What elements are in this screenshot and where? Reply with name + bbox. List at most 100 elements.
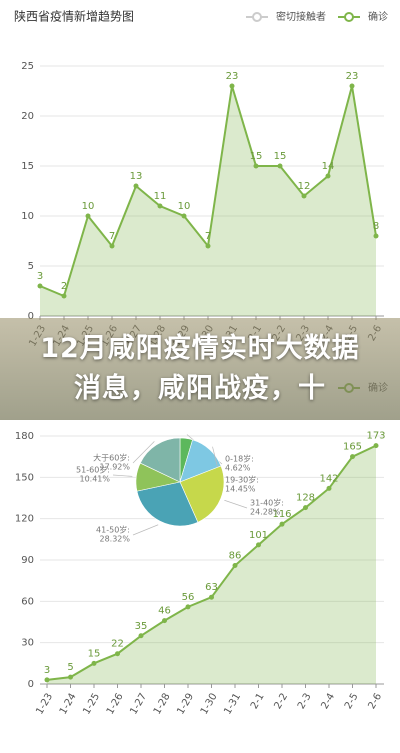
data-label: 15 [88, 648, 101, 659]
pie-label-value: 14.45% [225, 485, 256, 494]
point [209, 594, 214, 600]
y-tick-label: 60 [21, 596, 34, 607]
y-tick-label: 180 [15, 431, 34, 442]
point [91, 660, 97, 666]
data-label: 5 [67, 662, 73, 673]
point [138, 633, 144, 639]
chart-title: 陕西省疫情新增趋势图 [14, 9, 134, 24]
headline-band: 12月咸阳疫情实时大数据消息，咸阳战疫，十 [0, 318, 400, 420]
point [133, 183, 139, 189]
point [205, 243, 211, 249]
leader-line [132, 441, 155, 464]
pie-label-name: 大于60岁: [93, 453, 130, 463]
data-label: 15 [250, 151, 263, 162]
data-label: 101 [249, 530, 268, 541]
point [109, 243, 115, 249]
point [373, 233, 379, 239]
leader-line [224, 499, 248, 509]
data-label: 15 [274, 151, 287, 162]
pie-slice [136, 481, 199, 527]
headline: 12月咸阳疫情实时大数据消息，咸阳战疫，十 [40, 333, 360, 404]
x-tick-label: 1-30 [199, 692, 220, 717]
y-tick-label: 120 [15, 514, 34, 525]
point [229, 83, 235, 89]
point [232, 563, 238, 569]
y-tick-label: 15 [21, 161, 34, 172]
pie-label-value: 17.92% [99, 463, 130, 472]
data-label: 165 [343, 442, 362, 453]
data-label: 11 [154, 191, 167, 202]
pie-label-name: 0-18岁: [225, 454, 254, 464]
legend-dot [252, 12, 262, 22]
point [181, 213, 187, 219]
point [253, 163, 259, 169]
x-tick-label: 1-26 [105, 692, 126, 717]
point [44, 677, 50, 683]
x-tick-label: 2-3 [296, 692, 314, 712]
pie-label-value: 28.32% [99, 535, 130, 544]
point [61, 293, 67, 299]
y-tick-label: 90 [21, 555, 34, 566]
data-label: 3 [37, 271, 43, 282]
y-tick-label: 20 [21, 111, 34, 122]
pie-label-value: 10.41% [79, 475, 110, 484]
y-tick-label: 0 [28, 311, 34, 322]
point [256, 542, 261, 548]
point [157, 203, 163, 209]
data-label: 116 [272, 509, 291, 520]
y-tick-label: 25 [21, 61, 34, 72]
data-label: 56 [182, 592, 195, 603]
point [68, 674, 73, 680]
data-label: 63 [205, 582, 218, 593]
y-tick-label: 0 [28, 679, 34, 690]
data-label: 23 [226, 71, 239, 82]
data-label: 22 [111, 639, 124, 650]
data-label: 10 [82, 201, 95, 212]
point [303, 505, 308, 511]
x-tick-label: 2-6 [366, 692, 384, 712]
legend-dot [344, 12, 354, 22]
pie-label-name: 41-50岁: [96, 525, 130, 535]
data-label: 2 [61, 281, 67, 292]
pie-slice [139, 437, 181, 483]
data-label: 46 [158, 606, 171, 617]
x-tick-label: 2-2 [272, 692, 290, 712]
x-tick-label: 1-23 [34, 692, 55, 717]
data-label: 12 [298, 181, 311, 192]
point [350, 454, 355, 460]
point [185, 604, 191, 610]
area [47, 445, 376, 684]
data-label: 8 [373, 221, 379, 232]
point [279, 521, 285, 527]
pie-label-value: 4.62% [225, 464, 251, 473]
data-label: 173 [366, 431, 385, 442]
point [301, 193, 307, 199]
data-label: 23 [346, 71, 359, 82]
x-tick-label: 2-4 [319, 692, 337, 712]
area [40, 86, 376, 316]
data-label: 14 [322, 161, 335, 172]
pie-label-name: 51-60岁: [76, 465, 110, 475]
point [326, 485, 332, 491]
pie-label-name: 31-40岁: [250, 498, 284, 508]
y-tick-label: 5 [28, 261, 34, 272]
y-tick-label: 150 [15, 472, 34, 483]
point [349, 83, 355, 89]
data-label: 128 [296, 493, 315, 504]
x-tick-label: 1-27 [128, 692, 149, 717]
x-tick-label: 1-25 [81, 692, 102, 717]
legend-label: 密切接触者 [276, 10, 326, 23]
x-tick-label: 2-1 [249, 692, 267, 712]
leader-line [112, 474, 133, 477]
x-tick-label: 1-24 [58, 692, 79, 717]
pie-label-name: 19-30岁: [225, 475, 259, 485]
leader-line [132, 524, 159, 536]
data-label: 142 [319, 473, 338, 484]
data-label: 13 [130, 171, 143, 182]
y-tick-label: 10 [21, 211, 34, 222]
point [115, 651, 120, 657]
x-tick-label: 1-29 [175, 692, 196, 717]
data-label: 7 [205, 231, 211, 242]
point [85, 213, 91, 219]
